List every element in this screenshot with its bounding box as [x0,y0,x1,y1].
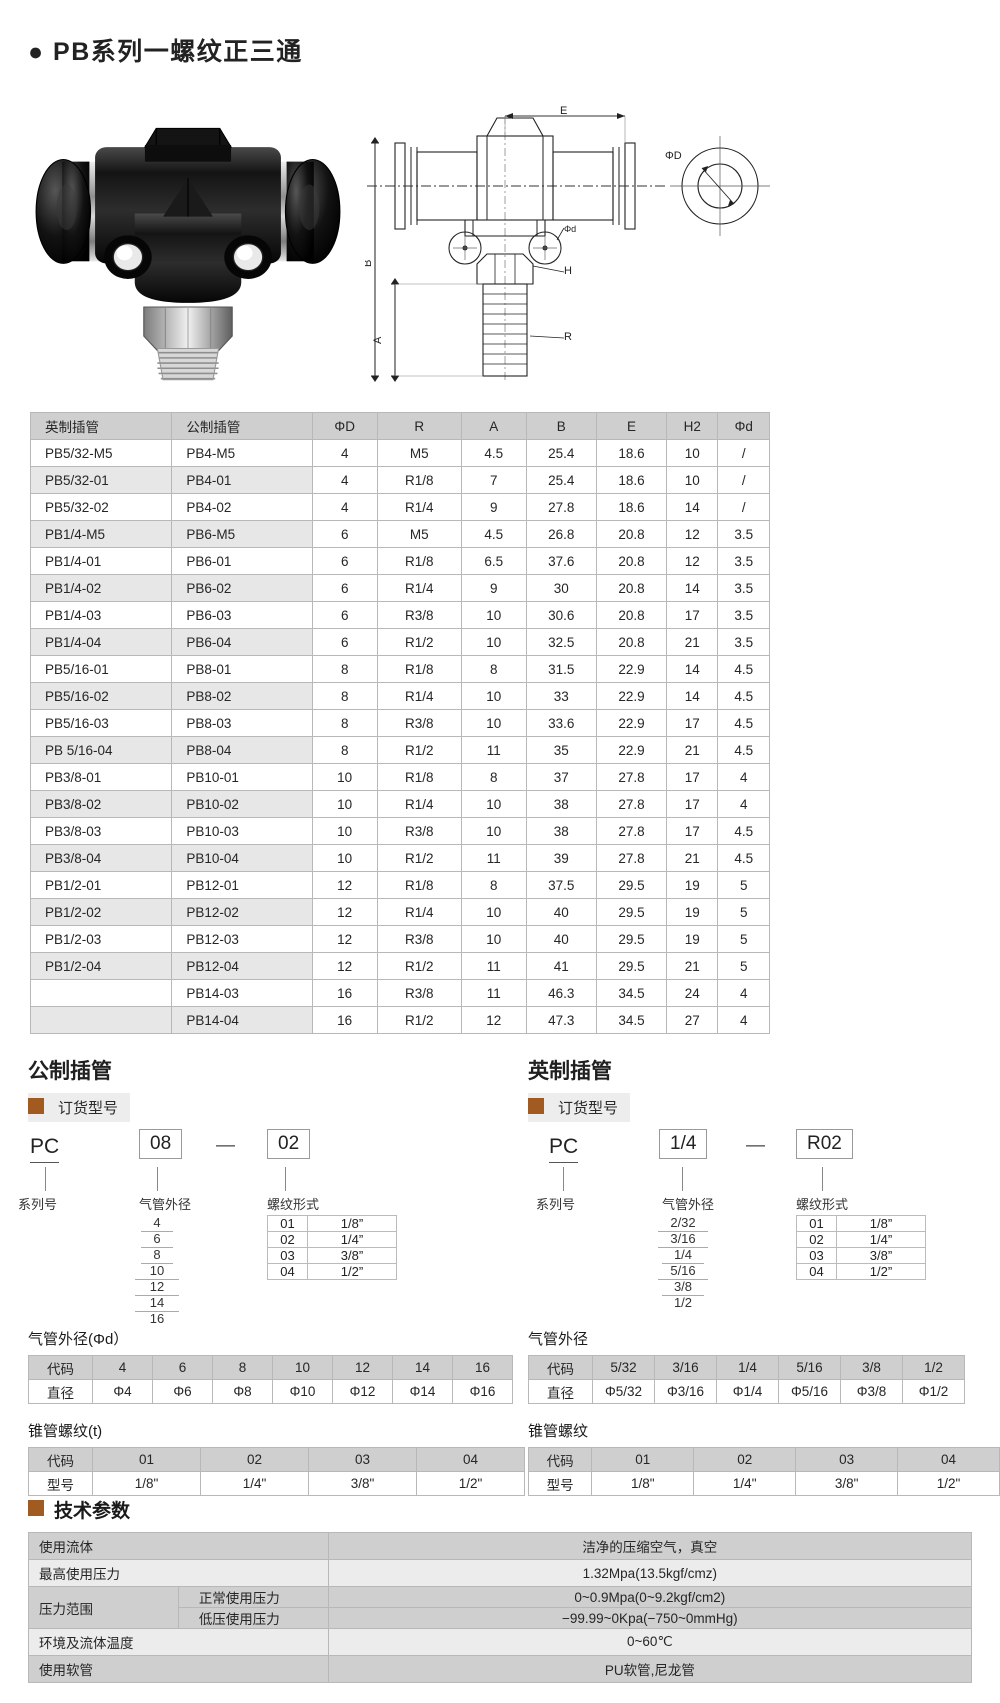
svg-text:H: H [564,265,572,277]
svg-text:R: R [564,331,572,343]
svg-text:Φd: Φd [564,224,576,234]
svg-text:ΦD: ΦD [665,150,682,162]
svg-text:E: E [560,105,567,117]
svg-text:A: A [372,336,384,344]
svg-text:B: B [365,260,374,267]
